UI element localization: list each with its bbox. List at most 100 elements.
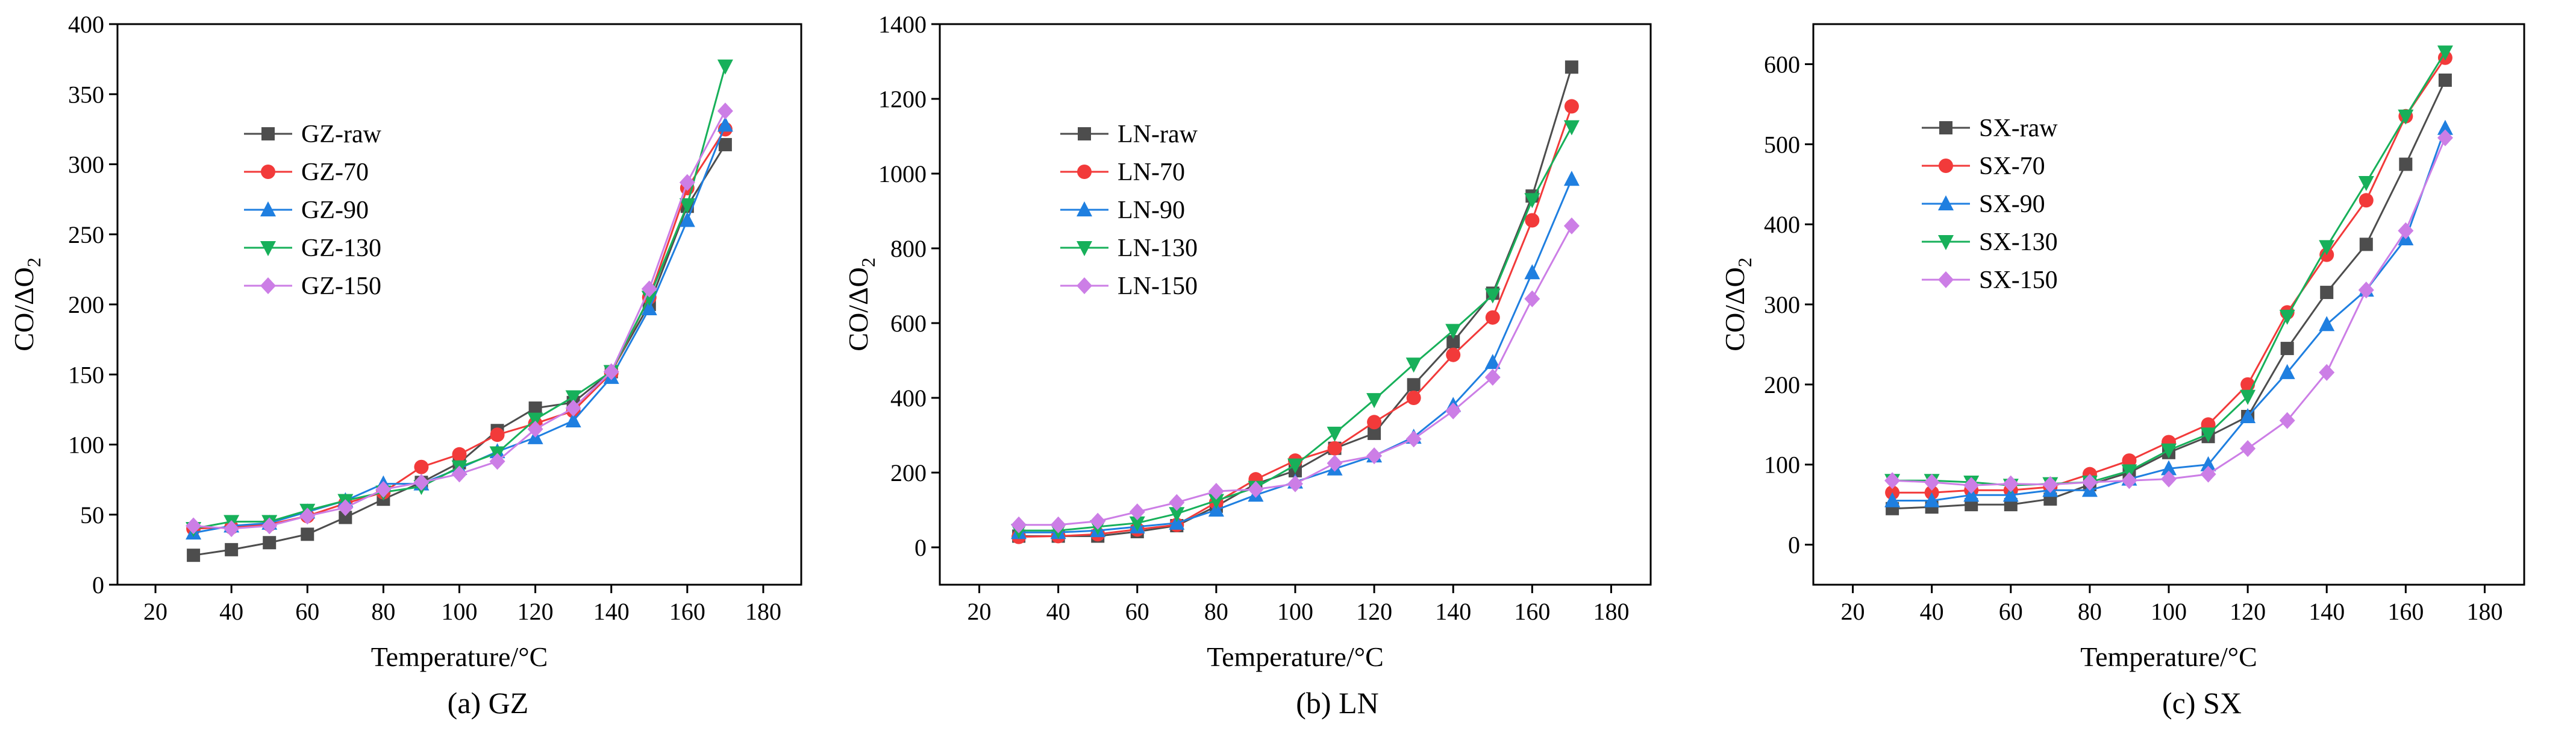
y-tick-label: 400	[1764, 211, 1800, 238]
x-axis-label: Temperature/°C	[371, 641, 548, 672]
data-point	[2200, 427, 2216, 443]
y-tick-label: 250	[68, 221, 104, 248]
data-point	[2042, 476, 2059, 493]
legend-label: GZ-150	[301, 272, 381, 300]
legend-marker	[260, 241, 276, 256]
data-point	[1484, 354, 1501, 370]
y-tick-label: 1400	[878, 11, 927, 38]
data-point	[1090, 512, 1106, 530]
legend-label: LN-70	[1118, 159, 1185, 186]
y-tick-label: 100	[1764, 451, 1800, 479]
y-tick-label: 300	[68, 151, 104, 178]
x-axis-label: Temperature/°C	[2080, 641, 2257, 672]
plot-frame	[116, 23, 802, 586]
data-point	[1563, 171, 1580, 186]
legend-marker	[1938, 235, 1954, 250]
data-point	[527, 412, 543, 428]
data-point	[452, 447, 467, 462]
y-axis-label-main: CO/ΔO	[1719, 267, 1750, 351]
data-point	[375, 480, 392, 498]
legend-label: LN-raw	[1118, 121, 1198, 148]
y-tick-label: 300	[1764, 291, 1800, 318]
data-point	[225, 543, 239, 556]
data-point	[717, 102, 733, 120]
data-point	[451, 465, 467, 483]
legend-item: SX-150	[1922, 266, 2058, 294]
legend-item: SX-90	[1922, 190, 2045, 218]
y-tick-label: 350	[68, 81, 104, 108]
y-tick-label: 600	[890, 310, 927, 337]
y-tick-label: 200	[68, 291, 104, 318]
chart-panel-ln: 20 40 60 80 100 120 140 160 180 0 200 400 600 800 1000…	[843, 11, 1652, 720]
data-point	[2359, 193, 2374, 208]
data-point	[1287, 475, 1303, 492]
data-point	[1484, 368, 1501, 386]
x-tick-label: 160	[2387, 598, 2424, 625]
series-line	[1892, 51, 2446, 486]
data-point	[2121, 464, 2137, 480]
data-point	[1366, 447, 1383, 465]
y-tick-label: 0	[914, 534, 927, 561]
data-point	[603, 363, 619, 380]
legend-label: GZ-90	[301, 197, 369, 224]
legend-marker	[1078, 127, 1091, 140]
y-tick-label: 400	[890, 385, 927, 412]
data-point	[301, 527, 314, 541]
x-tick-label: 40	[219, 598, 243, 625]
legend-marker	[1077, 165, 1092, 179]
legend-item: LN-90	[1060, 197, 1185, 224]
legend-marker	[1938, 195, 1954, 210]
y-axis-label-main: CO/ΔO	[8, 267, 39, 351]
chart-caption: (b) LN	[1296, 686, 1378, 720]
data-point	[527, 420, 543, 438]
data-point	[261, 517, 278, 535]
legend-item: SX-70	[1922, 153, 2045, 180]
y-tick-label: 1000	[878, 160, 927, 187]
x-tick-label: 140	[1435, 598, 1471, 625]
legend-label: LN-150	[1118, 272, 1198, 300]
data-point	[641, 280, 657, 298]
data-point	[1525, 213, 1540, 228]
data-point	[2438, 74, 2452, 87]
data-point	[1565, 60, 1578, 74]
data-point	[2121, 472, 2137, 489]
x-tick-label: 140	[593, 598, 630, 625]
data-point	[641, 291, 657, 306]
y-axis-label-subscript: 2	[1734, 257, 1755, 267]
data-point	[1169, 494, 1185, 511]
data-point	[2398, 109, 2414, 125]
data-point	[2398, 222, 2414, 239]
legend-label: LN-130	[1118, 234, 1198, 262]
y-axis-label: CO/ΔO2	[1719, 257, 1755, 351]
x-tick-label: 80	[2078, 598, 2102, 625]
series-GZ-150	[186, 102, 733, 537]
legend-marker	[260, 277, 276, 294]
series-line	[193, 144, 727, 556]
data-point	[2002, 486, 2019, 502]
y-tick-label: 0	[1788, 532, 1800, 559]
y-axis-label: CO/ΔO2	[843, 257, 879, 351]
x-tick-label: 60	[295, 598, 319, 625]
y-tick-label: 1200	[878, 86, 927, 113]
y-tick-label: 150	[68, 361, 104, 388]
data-point	[2279, 363, 2295, 379]
y-tick-label: 200	[1764, 371, 1800, 398]
data-point	[186, 517, 202, 535]
x-tick-label: 100	[1277, 598, 1313, 625]
data-point	[2122, 453, 2137, 468]
y-tick-label: 800	[890, 235, 927, 262]
x-tick-label: 20	[1841, 598, 1865, 625]
data-point	[2437, 45, 2453, 61]
data-point	[2081, 473, 2098, 491]
data-point	[565, 390, 581, 406]
series-SX-70	[1885, 50, 2453, 500]
data-point	[414, 459, 429, 474]
data-point	[489, 453, 505, 470]
legend-item: GZ-90	[244, 197, 369, 224]
data-point	[1484, 288, 1501, 304]
y-tick-label: 50	[80, 502, 104, 529]
legend-label: SX-130	[1979, 228, 2058, 256]
data-point	[2279, 412, 2295, 429]
data-point	[1563, 120, 1580, 136]
legend-marker	[1077, 277, 1092, 294]
